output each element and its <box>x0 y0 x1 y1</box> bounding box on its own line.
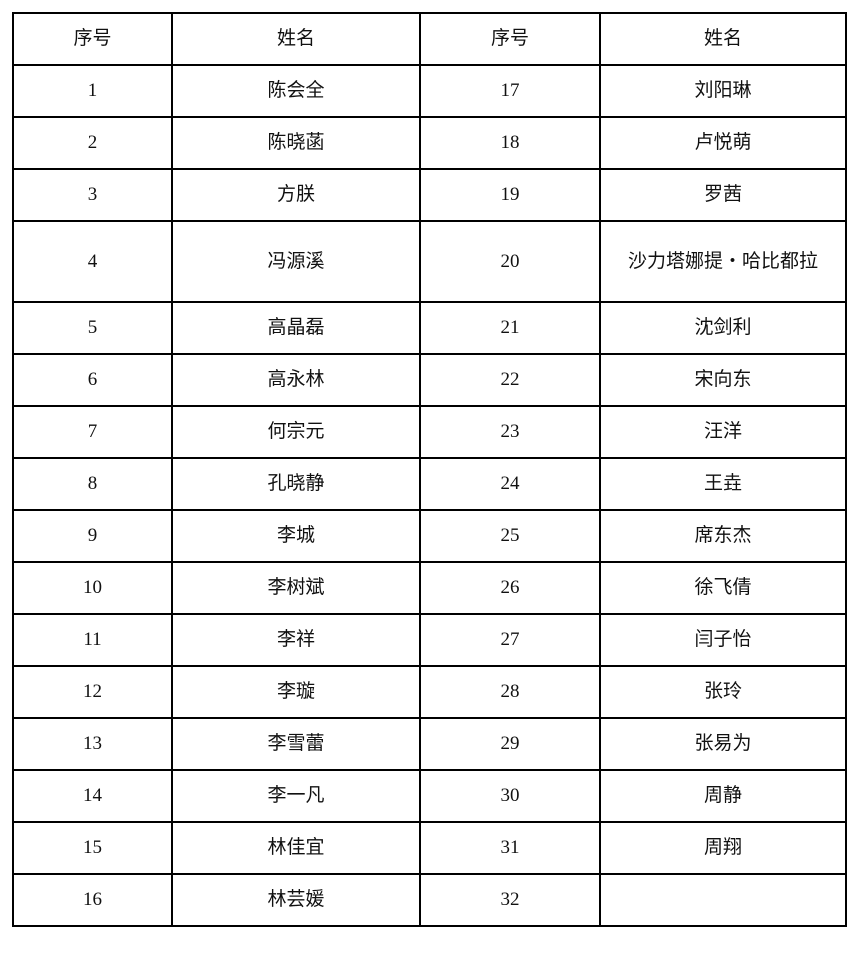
serial-cell: 3 <box>12 168 173 222</box>
name-cell: 沙力塔娜提・哈比都拉 <box>599 220 847 303</box>
name-cell: 周翔 <box>599 821 847 875</box>
name-cell: 张玲 <box>599 665 847 719</box>
serial-cell: 9 <box>12 509 173 563</box>
serial-cell: 6 <box>12 353 173 407</box>
serial-cell: 1 <box>12 64 173 118</box>
header-row: 序号 姓名 序号 姓名 <box>12 12 847 66</box>
name-cell: 罗茜 <box>599 168 847 222</box>
serial-cell: 28 <box>419 665 601 719</box>
table-row: 3 方朕 19 罗茜 <box>12 168 847 222</box>
table-row: 2 陈晓菡 18 卢悦萌 <box>12 116 847 170</box>
name-cell: 闫子怡 <box>599 613 847 667</box>
table-row: 12 李璇 28 张玲 <box>12 665 847 719</box>
name-cell: 汪洋 <box>599 405 847 459</box>
header-serial-1: 序号 <box>12 12 173 66</box>
serial-cell: 20 <box>419 220 601 303</box>
table-row: 4 冯源溪 20 沙力塔娜提・哈比都拉 <box>12 220 847 303</box>
name-cell: 李一凡 <box>171 769 421 823</box>
name-cell: 沈剑利 <box>599 301 847 355</box>
name-cell: 高永林 <box>171 353 421 407</box>
name-cell: 冯源溪 <box>171 220 421 303</box>
table-row: 16 林芸媛 32 <box>12 873 847 927</box>
serial-cell: 19 <box>419 168 601 222</box>
name-cell <box>599 873 847 927</box>
name-cell: 李雪蕾 <box>171 717 421 771</box>
name-cell: 何宗元 <box>171 405 421 459</box>
header-name-1: 姓名 <box>171 12 421 66</box>
name-cell: 陈会全 <box>171 64 421 118</box>
serial-cell: 7 <box>12 405 173 459</box>
serial-cell: 4 <box>12 220 173 303</box>
table-row: 10 李树斌 26 徐飞倩 <box>12 561 847 615</box>
header-serial-2: 序号 <box>419 12 601 66</box>
name-cell: 林佳宜 <box>171 821 421 875</box>
serial-cell: 5 <box>12 301 173 355</box>
table-body: 1 陈会全 17 刘阳琳 2 陈晓菡 18 卢悦萌 3 方朕 19 罗茜 4 冯源溪 20 沙力塔娜提・哈比都… <box>12 64 847 927</box>
serial-cell: 21 <box>419 301 601 355</box>
table-row: 8 孔晓静 24 王垚 <box>12 457 847 511</box>
name-cell: 张易为 <box>599 717 847 771</box>
serial-cell: 16 <box>12 873 173 927</box>
serial-cell: 30 <box>419 769 601 823</box>
serial-cell: 31 <box>419 821 601 875</box>
serial-cell: 2 <box>12 116 173 170</box>
name-cell: 孔晓静 <box>171 457 421 511</box>
table-row: 6 高永林 22 宋向东 <box>12 353 847 407</box>
name-cell: 徐飞倩 <box>599 561 847 615</box>
serial-cell: 26 <box>419 561 601 615</box>
serial-cell: 32 <box>419 873 601 927</box>
serial-cell: 25 <box>419 509 601 563</box>
table-row: 11 李祥 27 闫子怡 <box>12 613 847 667</box>
serial-cell: 14 <box>12 769 173 823</box>
name-cell: 林芸媛 <box>171 873 421 927</box>
serial-cell: 12 <box>12 665 173 719</box>
serial-cell: 17 <box>419 64 601 118</box>
table-row: 13 李雪蕾 29 张易为 <box>12 717 847 771</box>
table-row: 14 李一凡 30 周静 <box>12 769 847 823</box>
serial-cell: 13 <box>12 717 173 771</box>
name-list-table: 序号 姓名 序号 姓名 1 陈会全 17 刘阳琳 2 陈晓菡 18 卢悦萌 3 方朕 19 罗茜 4 冯源… <box>12 12 847 927</box>
table-row: 1 陈会全 17 刘阳琳 <box>12 64 847 118</box>
name-cell: 卢悦萌 <box>599 116 847 170</box>
name-cell: 李城 <box>171 509 421 563</box>
name-cell: 王垚 <box>599 457 847 511</box>
name-cell: 陈晓菡 <box>171 116 421 170</box>
name-cell: 周静 <box>599 769 847 823</box>
table-row: 7 何宗元 23 汪洋 <box>12 405 847 459</box>
table-row: 5 高晶磊 21 沈剑利 <box>12 301 847 355</box>
name-cell: 刘阳琳 <box>599 64 847 118</box>
name-cell: 宋向东 <box>599 353 847 407</box>
serial-cell: 27 <box>419 613 601 667</box>
name-cell: 方朕 <box>171 168 421 222</box>
table-row: 15 林佳宜 31 周翔 <box>12 821 847 875</box>
table-row: 9 李城 25 席东杰 <box>12 509 847 563</box>
name-cell: 李祥 <box>171 613 421 667</box>
name-cell: 席东杰 <box>599 509 847 563</box>
header-name-2: 姓名 <box>599 12 847 66</box>
name-cell: 高晶磊 <box>171 301 421 355</box>
serial-cell: 15 <box>12 821 173 875</box>
serial-cell: 22 <box>419 353 601 407</box>
serial-cell: 29 <box>419 717 601 771</box>
serial-cell: 24 <box>419 457 601 511</box>
name-cell: 李树斌 <box>171 561 421 615</box>
name-cell: 李璇 <box>171 665 421 719</box>
serial-cell: 10 <box>12 561 173 615</box>
serial-cell: 18 <box>419 116 601 170</box>
serial-cell: 23 <box>419 405 601 459</box>
serial-cell: 11 <box>12 613 173 667</box>
serial-cell: 8 <box>12 457 173 511</box>
